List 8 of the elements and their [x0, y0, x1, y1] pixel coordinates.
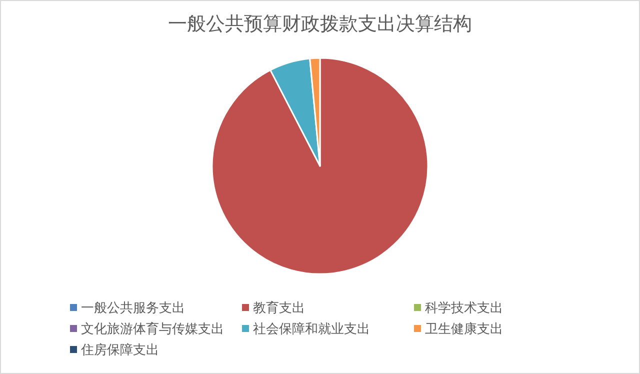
legend-label: 卫生健康支出	[425, 322, 503, 337]
legend-label: 一般公共服务支出	[81, 301, 185, 316]
legend-label: 教育支出	[253, 300, 305, 316]
legend-label: 文化旅游体育与传媒支出	[81, 321, 224, 337]
chart-title: 一般公共预算财政拨款支出决算结构	[168, 13, 472, 35]
legend-label: 科学技术支出	[425, 301, 503, 316]
legend-label: 住房保障支出	[80, 342, 159, 358]
legend-label: 社会保障和就业支出	[253, 322, 370, 337]
